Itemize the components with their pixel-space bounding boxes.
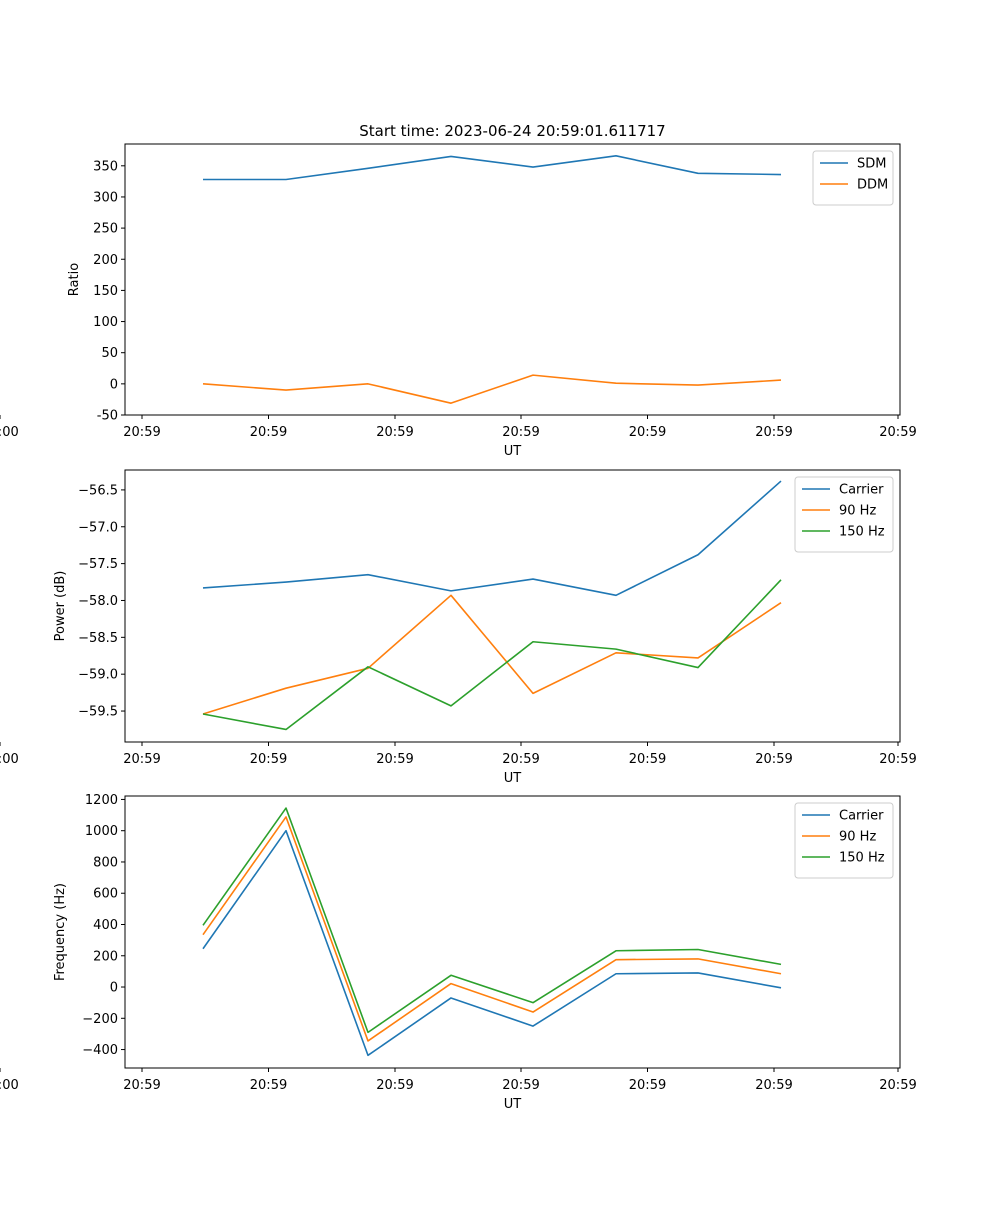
y-tick-label: −58.5 <box>78 631 118 646</box>
x-tick-label: 20:59 <box>629 752 666 767</box>
x-tick-label: 20:59 <box>123 1078 160 1093</box>
x-axis-label: UT <box>504 771 522 786</box>
x-tick-label: 20:59 <box>755 752 792 767</box>
legend: SDM DDM <box>812 150 894 206</box>
legend-label: 90 Hz <box>839 830 876 845</box>
legend: Carrier 90 Hz 150 Hz <box>794 476 894 553</box>
x-tick-label: 20:59 <box>250 425 287 440</box>
y-tick-label: 1200 <box>85 793 118 808</box>
y-tick-label: -50 <box>97 409 118 424</box>
x-tick-label: 20:59 <box>629 425 666 440</box>
y-tick-label: −57.5 <box>78 557 118 572</box>
x-tick-label: 20:59 <box>629 1078 666 1093</box>
legend: Carrier 90 Hz 150 Hz <box>794 802 894 879</box>
x-axis-label: UT <box>504 444 522 459</box>
y-axis-label: Ratio <box>67 263 82 296</box>
x-tick-label: 21:00 <box>0 425 19 440</box>
y-tick-label: 600 <box>93 887 118 902</box>
x-tick-label: 20:59 <box>755 425 792 440</box>
y-tick-label: −57.0 <box>78 520 118 535</box>
y-tick-label: −400 <box>82 1043 118 1058</box>
legend-label: Carrier <box>839 483 884 498</box>
legend-box <box>812 150 894 206</box>
y-tick-label: 1000 <box>85 824 118 839</box>
y-axis-label: Frequency (Hz) <box>53 883 68 981</box>
x-tick-label: 20:59 <box>502 1078 539 1093</box>
y-tick-label: 250 <box>93 222 118 237</box>
series-line-sdm <box>203 155 782 181</box>
power-panel: 20:59 20:59 20:59 20:59 20:59 20:59 20:59 21:00… <box>0 469 917 786</box>
y-tick-label: 150 <box>93 284 118 299</box>
series-line-90-hz <box>202 594 782 715</box>
legend-label: 150 Hz <box>839 851 885 866</box>
y-tick-label: 100 <box>93 315 118 330</box>
series-line-90-hz <box>202 816 782 1042</box>
axes-frame <box>124 469 901 743</box>
figure-title: Start time: 2023-06-24 20:59:01.611717 <box>359 122 665 140</box>
frequency-panel: 20:59 20:59 20:59 20:59 20:59 20:59 20:59 21:00… <box>0 793 917 1112</box>
series-line-150-hz <box>202 579 782 731</box>
legend-box <box>794 802 894 879</box>
y-tick-label: 0 <box>110 981 118 996</box>
legend-label: DDM <box>857 178 888 193</box>
x-tick-label: 20:59 <box>879 752 916 767</box>
y-tick-label: −58.0 <box>78 594 118 609</box>
x-tick-label: 20:59 <box>376 1078 413 1093</box>
series-line-carrier <box>202 829 782 1057</box>
x-tick-label: 20:59 <box>879 1078 916 1093</box>
axes-frame <box>124 143 901 416</box>
x-tick-label: 21:00 <box>0 752 19 767</box>
x-tick-label: 20:59 <box>250 1078 287 1093</box>
legend-label: Carrier <box>839 809 884 824</box>
y-tick-label: 350 <box>93 159 118 174</box>
y-tick-label: 400 <box>93 918 118 933</box>
series-line-150-hz <box>202 807 782 1034</box>
x-tick-label: 20:59 <box>502 752 539 767</box>
x-tick-label: 20:59 <box>250 752 287 767</box>
axes-frame <box>124 795 901 1069</box>
y-tick-label: −59.0 <box>78 668 118 683</box>
y-tick-label: 800 <box>93 855 118 870</box>
ratio-panel: 20:59 20:59 20:59 20:59 20:59 20:59 20:59 21:00… <box>0 143 917 459</box>
legend-box <box>794 476 894 553</box>
x-axis-label: UT <box>504 1097 522 1112</box>
y-tick-label: −56.5 <box>78 483 118 498</box>
x-tick-label: 20:59 <box>123 752 160 767</box>
legend-label: 150 Hz <box>839 525 885 540</box>
legend-label: 90 Hz <box>839 504 876 519</box>
x-tick-label: 20:59 <box>376 425 413 440</box>
y-tick-label: −59.5 <box>78 705 118 720</box>
x-tick-label: 21:00 <box>0 1078 19 1093</box>
legend-label: SDM <box>857 157 886 172</box>
x-tick-label: 20:59 <box>879 425 916 440</box>
y-tick-label: 50 <box>101 346 118 361</box>
y-tick-label: 300 <box>93 190 118 205</box>
y-tick-label: −200 <box>82 1012 118 1027</box>
series-line-carrier <box>202 480 782 597</box>
y-tick-label: 200 <box>93 949 118 964</box>
series-line-ddm <box>202 374 782 404</box>
y-tick-label: 0 <box>110 377 118 392</box>
y-axis-label: Power (dB) <box>53 571 68 642</box>
x-tick-label: 20:59 <box>376 752 413 767</box>
y-tick-label: 200 <box>93 253 118 268</box>
x-tick-label: 20:59 <box>502 425 539 440</box>
x-tick-label: 20:59 <box>755 1078 792 1093</box>
x-tick-label: 20:59 <box>123 425 160 440</box>
